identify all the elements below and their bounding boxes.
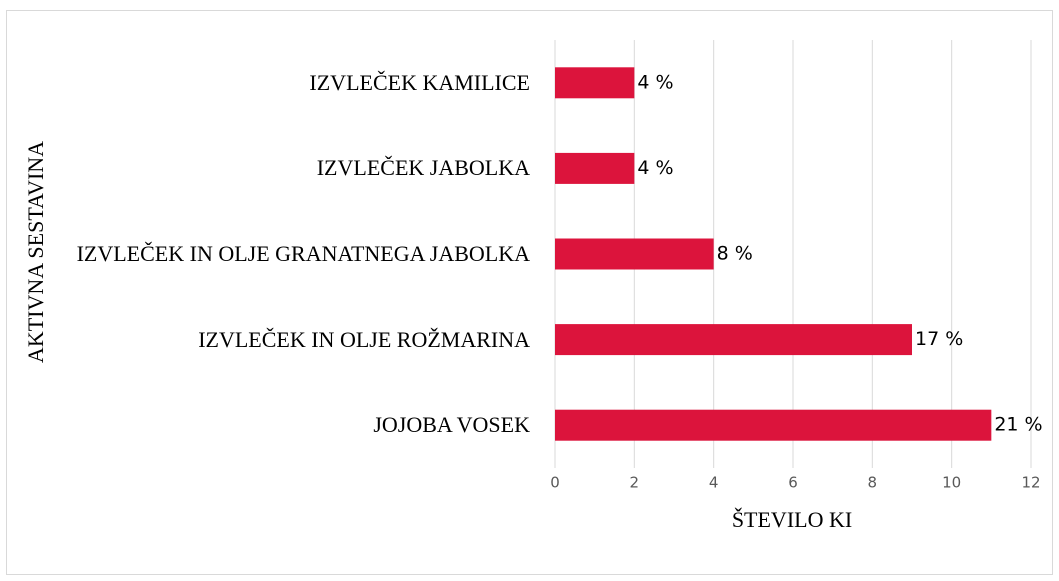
x-tick-label: 6 [788, 474, 798, 492]
x-tick-label: 2 [630, 474, 640, 492]
y-tick-label: IZVLEČEK IN OLJE ROŽMARINA [198, 326, 530, 352]
y-tick-label-box: IZVLEČEK JABOLKA [70, 154, 530, 182]
y-tick-label: JOJOBA VOSEK [373, 412, 530, 438]
bar [555, 409, 992, 441]
y-tick-label-box: JOJOBA VOSEK [70, 411, 530, 439]
y-tick-label-box: IZVLEČEK IN OLJE ROŽMARINA [70, 326, 530, 354]
x-tick-label: 4 [709, 474, 719, 492]
bar [555, 152, 635, 184]
y-tick-label-box: IZVLEČEK KAMILICE [70, 69, 530, 97]
value-label: 4 % [637, 157, 673, 179]
bar [555, 238, 714, 270]
y-tick-label: IZVLEČEK JABOLKA [316, 155, 530, 181]
x-tick-label: 10 [942, 474, 961, 492]
x-axis-title: ŠTEVILO KI [732, 507, 852, 532]
x-tick-label: 8 [868, 474, 878, 492]
chart-border [6, 10, 1053, 575]
value-label: 17 % [915, 328, 963, 350]
value-label: 8 % [717, 243, 753, 265]
y-tick-label: IZVLEČEK KAMILICE [309, 69, 530, 95]
y-axis-title: AKTIVNA SESTAVINA [23, 141, 48, 363]
value-label: 4 % [637, 71, 673, 93]
y-tick-label: IZVLEČEK IN OLJE GRANATNEGA JABOLKA [76, 241, 530, 266]
bar [555, 67, 635, 99]
x-tick-label: 0 [550, 474, 560, 492]
bar [555, 324, 912, 356]
x-tick-label: 12 [1021, 474, 1040, 492]
value-label: 21 % [994, 414, 1042, 436]
y-tick-label-box: IZVLEČEK IN OLJE GRANATNEGA JABOLKA [70, 240, 530, 268]
